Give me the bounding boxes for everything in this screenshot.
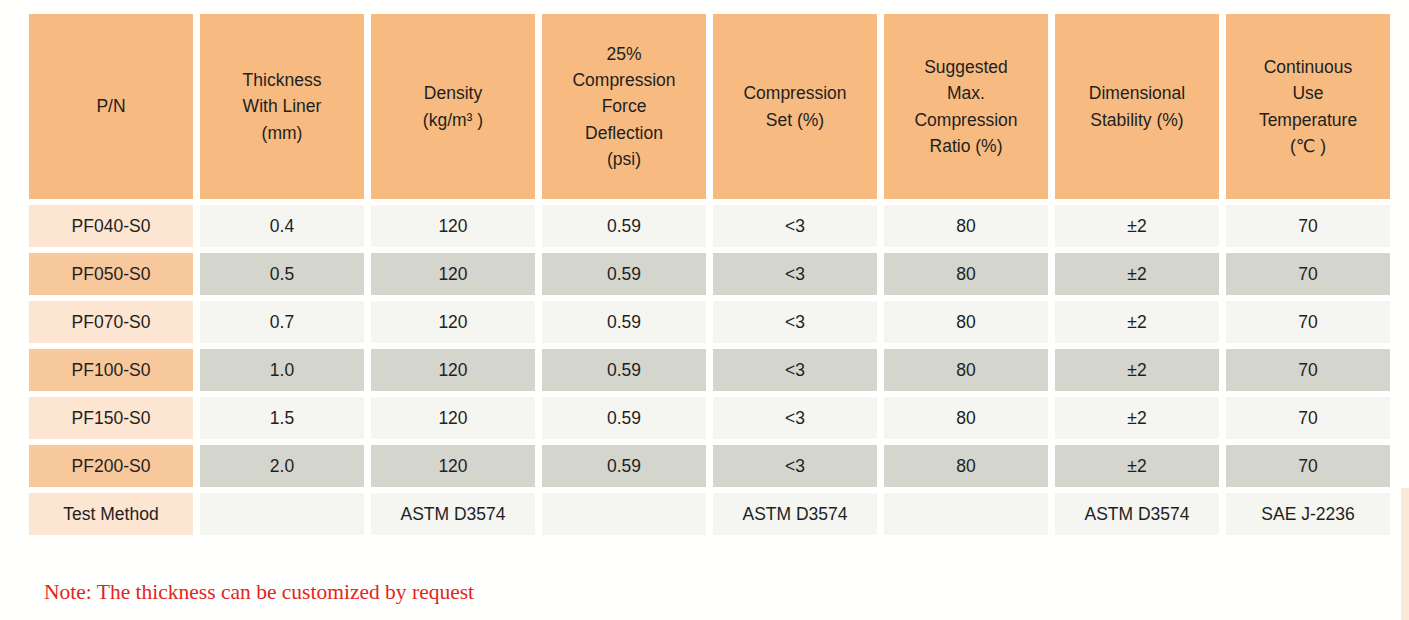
value-cell: 70 bbox=[1226, 205, 1390, 247]
table-row: PF200-S02.01200.59<380±270 bbox=[29, 445, 1390, 487]
value-cell: ±2 bbox=[1055, 253, 1219, 295]
value-cell: 0.59 bbox=[542, 301, 706, 343]
value-cell: 120 bbox=[371, 301, 535, 343]
column-header-1: Thickness With Liner (mm) bbox=[200, 14, 364, 199]
value-cell: 120 bbox=[371, 205, 535, 247]
column-header-2: Density (kg/m³ ) bbox=[371, 14, 535, 199]
column-header-6: Dimensional Stability (%) bbox=[1055, 14, 1219, 199]
value-cell: 80 bbox=[884, 397, 1048, 439]
value-cell: 120 bbox=[371, 445, 535, 487]
value-cell: <3 bbox=[713, 301, 877, 343]
value-cell: 2.0 bbox=[200, 445, 364, 487]
value-cell: 0.59 bbox=[542, 445, 706, 487]
value-cell: 120 bbox=[371, 349, 535, 391]
spec-table-head: P/NThickness With Liner (mm)Density (kg/… bbox=[29, 14, 1390, 199]
pn-cell: PF040-S0 bbox=[29, 205, 193, 247]
value-cell: 80 bbox=[884, 301, 1048, 343]
value-cell: 1.0 bbox=[200, 349, 364, 391]
table-row: PF040-S00.41200.59<380±270 bbox=[29, 205, 1390, 247]
value-cell: 120 bbox=[371, 397, 535, 439]
value-cell: 0.59 bbox=[542, 397, 706, 439]
column-header-3: 25% Compression Force Deflection (psi) bbox=[542, 14, 706, 199]
value-cell: 0.59 bbox=[542, 205, 706, 247]
value-cell: 1.5 bbox=[200, 397, 364, 439]
header-row: P/NThickness With Liner (mm)Density (kg/… bbox=[29, 14, 1390, 199]
pn-cell: PF100-S0 bbox=[29, 349, 193, 391]
value-cell: 120 bbox=[371, 253, 535, 295]
datasheet-page: P/NThickness With Liner (mm)Density (kg/… bbox=[0, 0, 1409, 620]
table-row: PF150-S01.51200.59<380±270 bbox=[29, 397, 1390, 439]
test-method-value-cell: ASTM D3574 bbox=[1055, 493, 1219, 535]
table-row: PF050-S00.51200.59<380±270 bbox=[29, 253, 1390, 295]
test-method-value-cell bbox=[200, 493, 364, 535]
test-method-value-cell: ASTM D3574 bbox=[371, 493, 535, 535]
note-text: Note: The thickness can be customized by… bbox=[44, 580, 474, 605]
column-header-4: Compression Set (%) bbox=[713, 14, 877, 199]
value-cell: 80 bbox=[884, 253, 1048, 295]
value-cell: 0.59 bbox=[542, 253, 706, 295]
value-cell: <3 bbox=[713, 253, 877, 295]
value-cell: <3 bbox=[713, 397, 877, 439]
value-cell: ±2 bbox=[1055, 397, 1219, 439]
value-cell: <3 bbox=[713, 349, 877, 391]
spec-table: P/NThickness With Liner (mm)Density (kg/… bbox=[22, 8, 1397, 541]
value-cell: ±2 bbox=[1055, 445, 1219, 487]
pn-cell: PF050-S0 bbox=[29, 253, 193, 295]
test-method-row: Test Method ASTM D3574 ASTM D3574 ASTM D357… bbox=[29, 493, 1390, 535]
spec-table-body: PF040-S00.41200.59<380±270PF050-S00.5120… bbox=[29, 205, 1390, 535]
pn-cell: PF070-S0 bbox=[29, 301, 193, 343]
value-cell: 70 bbox=[1226, 301, 1390, 343]
column-header-0: P/N bbox=[29, 14, 193, 199]
pn-cell: PF200-S0 bbox=[29, 445, 193, 487]
value-cell: 0.5 bbox=[200, 253, 364, 295]
value-cell: 80 bbox=[884, 205, 1048, 247]
value-cell: ±2 bbox=[1055, 205, 1219, 247]
test-method-label: Test Method bbox=[29, 493, 193, 535]
table-row: PF100-S01.01200.59<380±270 bbox=[29, 349, 1390, 391]
test-method-value-cell: SAE J-2236 bbox=[1226, 493, 1390, 535]
value-cell: <3 bbox=[713, 205, 877, 247]
test-method-value-cell bbox=[542, 493, 706, 535]
value-cell: 80 bbox=[884, 349, 1048, 391]
value-cell: 70 bbox=[1226, 349, 1390, 391]
value-cell: ±2 bbox=[1055, 349, 1219, 391]
table-row: PF070-S00.71200.59<380±270 bbox=[29, 301, 1390, 343]
value-cell: 70 bbox=[1226, 445, 1390, 487]
column-header-7: Continuous Use Temperature (℃ ) bbox=[1226, 14, 1390, 199]
value-cell: 70 bbox=[1226, 253, 1390, 295]
test-method-value-cell: ASTM D3574 bbox=[713, 493, 877, 535]
test-method-value-cell bbox=[884, 493, 1048, 535]
value-cell: ±2 bbox=[1055, 301, 1219, 343]
pn-cell: PF150-S0 bbox=[29, 397, 193, 439]
value-cell: 70 bbox=[1226, 397, 1390, 439]
value-cell: 0.59 bbox=[542, 349, 706, 391]
value-cell: 0.4 bbox=[200, 205, 364, 247]
page-edge-artifact bbox=[1401, 488, 1409, 620]
column-header-5: Suggested Max. Compression Ratio (%) bbox=[884, 14, 1048, 199]
value-cell: 0.7 bbox=[200, 301, 364, 343]
value-cell: <3 bbox=[713, 445, 877, 487]
value-cell: 80 bbox=[884, 445, 1048, 487]
